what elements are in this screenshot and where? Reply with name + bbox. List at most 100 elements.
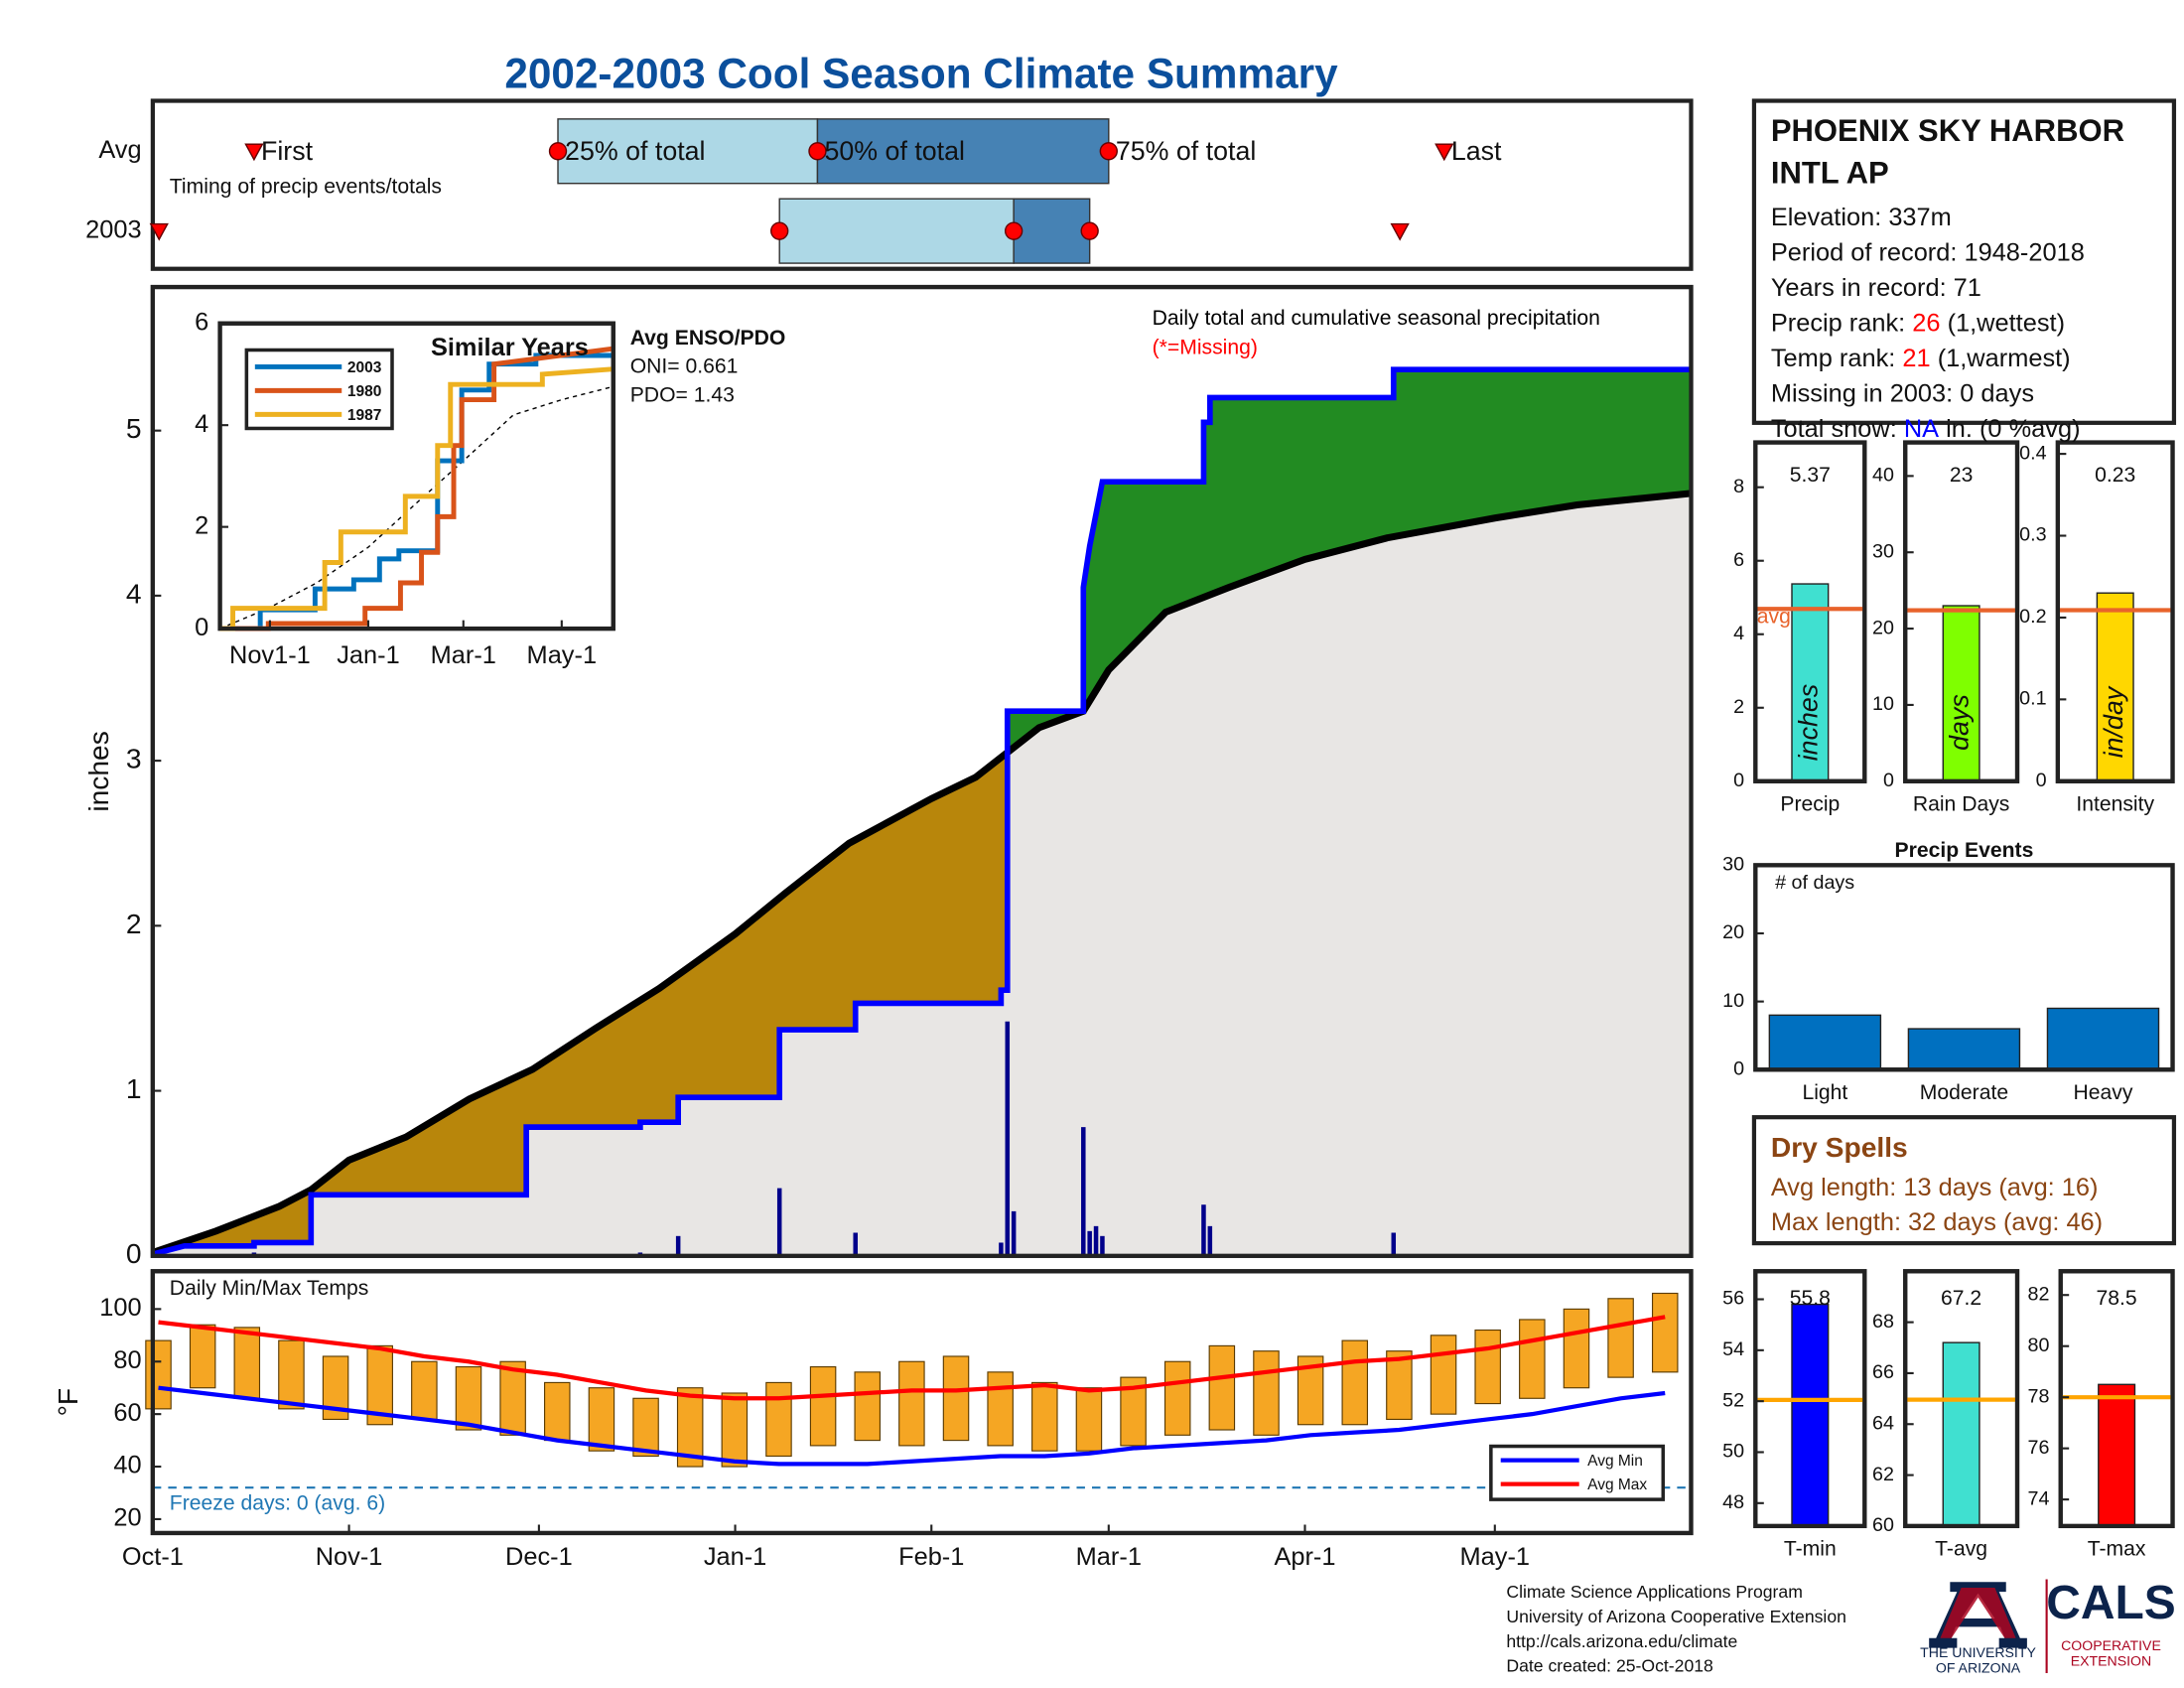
y-tick-label: 4: [195, 410, 208, 438]
station-line: Temp rank: 21 (1,warmest): [1771, 345, 2071, 372]
daily-bar: [776, 1188, 782, 1256]
y-tick-label: 48: [1722, 1491, 1744, 1513]
station-text: 21: [1902, 345, 1930, 372]
logo-ua: THE UNIVERSITY: [1920, 1644, 2036, 1660]
station-line: Elevation: 337m: [1771, 204, 1952, 231]
bar-frame-outline: [2055, 440, 2175, 783]
x-tick-label: Nov-1: [316, 1543, 383, 1571]
daily-bar: [1391, 1232, 1397, 1256]
temp-range-bar: [1253, 1350, 1280, 1436]
temp-range-bar: [1163, 1360, 1191, 1436]
station-text: Elevation: 337m: [1771, 204, 1952, 231]
temp-range-bar: [1031, 1381, 1058, 1452]
temp-range-bar: [898, 1360, 925, 1447]
y-tick-label: 56: [1722, 1288, 1744, 1310]
dry-title: Dry Spells: [1771, 1131, 1908, 1163]
x-tick-label: Dec-1: [505, 1543, 573, 1571]
y-tick-label: 5: [126, 412, 142, 444]
temp-range-bar: [278, 1339, 305, 1410]
year-line: [219, 346, 613, 632]
dot-marker: [548, 142, 568, 161]
y-tick-label: 78: [2027, 1385, 2049, 1407]
daily-bar: [1100, 1235, 1105, 1256]
bar: [1791, 583, 1830, 782]
daily-bar: [1087, 1230, 1092, 1256]
dry-box: [1751, 1115, 2177, 1246]
temp-range-bar: [1607, 1298, 1634, 1378]
daily-bar: [1081, 1127, 1086, 1256]
temp-range-bar: [1208, 1344, 1236, 1431]
y-tick-label: 6: [1733, 549, 1744, 571]
enso-note: Avg ENSO/PDO: [630, 327, 786, 350]
y-tick-label: 2: [126, 908, 142, 939]
category-label: Precip: [1780, 792, 1840, 815]
station-line: Total snow: NA in. (0 %avg): [1771, 415, 2081, 443]
x-tick-label: Apr-1: [1274, 1543, 1335, 1571]
y-tick-label: 2: [1733, 696, 1744, 718]
dot-marker: [1080, 221, 1099, 240]
season-cumulative-line: [152, 366, 1692, 1257]
y-tick-label: 1: [126, 1072, 142, 1104]
y-tick-label: 82: [2027, 1283, 2049, 1305]
y-tick-label: 0.3: [2019, 524, 2046, 546]
legend-box: [1489, 1444, 1666, 1501]
logo-a-hole: [1961, 1593, 1995, 1618]
temp-frame-outline: [150, 1269, 1694, 1536]
bar: [1791, 1303, 1830, 1527]
value-label: 5.37: [1790, 464, 1831, 487]
unit-label: days: [1945, 694, 1975, 751]
temp-range-bar: [544, 1381, 571, 1442]
box-lower: [778, 198, 1015, 264]
y-tick-label: 62: [1872, 1464, 1894, 1485]
y-tick-label: 40: [1872, 465, 1894, 487]
temp-range-bar: [721, 1392, 749, 1468]
freeze-label: Freeze days: 0 (avg. 6): [170, 1492, 385, 1515]
year-line: [219, 366, 613, 632]
logo-ua: OF ARIZONA: [1936, 1659, 2021, 1675]
dry-line: Avg length: 13 days (avg: 16): [1771, 1174, 2099, 1201]
y-tick-label: 2: [195, 511, 208, 539]
box-lower: [557, 118, 819, 185]
category-label: Moderate: [1920, 1081, 2008, 1104]
value-label: 23: [1950, 464, 1974, 487]
y-tick-label: 50: [1722, 1441, 1744, 1463]
x-tick-label: Mar-1: [431, 641, 496, 669]
x-tick-label: Nov1-1: [229, 641, 311, 669]
category-label: Intensity: [2076, 792, 2154, 815]
avg-cumulative-line: [151, 490, 1692, 1256]
marker-label: 25% of total: [565, 136, 705, 166]
inset-frame-outline: [217, 321, 615, 632]
y-tick-label: 10: [1722, 990, 1744, 1012]
temp-range-bar: [1386, 1350, 1413, 1421]
station-text: NA: [1904, 415, 1939, 443]
y-tick-label: 74: [2027, 1487, 2049, 1509]
dry-line: Max length: 32 days (avg: 46): [1771, 1208, 2103, 1236]
y-tick-label: 64: [1872, 1412, 1894, 1434]
y-tick-label: 0: [126, 1237, 142, 1269]
temp-range-bar: [987, 1371, 1014, 1447]
value-label: 0.23: [2095, 464, 2135, 487]
bar: [1907, 1028, 2021, 1070]
station-line: Period of record: 1948-2018: [1771, 238, 2085, 266]
y-tick-label: 0: [195, 614, 208, 641]
row-label: 2003: [85, 215, 141, 243]
temp-range-bar: [632, 1397, 659, 1458]
category-label: T-avg: [1935, 1537, 1987, 1560]
station-text: (1,warmest): [1938, 345, 2071, 372]
temp-range-bar: [1075, 1387, 1103, 1452]
row-label: Avg: [98, 136, 141, 164]
value-label: 67.2: [1941, 1287, 1981, 1310]
daily-bar: [675, 1235, 681, 1256]
y-tick-label: 3: [126, 743, 142, 774]
dot-marker: [1099, 142, 1118, 161]
y-tick-label: 0.4: [2019, 442, 2046, 464]
x-tick-label: Feb-1: [898, 1543, 964, 1571]
temp-range-bar: [942, 1355, 970, 1442]
y-tick-label: 60: [1872, 1514, 1894, 1536]
legend-label: Avg Max: [1587, 1477, 1647, 1493]
y-tick-label: 30: [1872, 540, 1894, 562]
marker-label: 75% of total: [1116, 136, 1256, 166]
y-tick-label: 0: [1733, 770, 1744, 791]
station-text: Temp rank:: [1771, 345, 1896, 372]
